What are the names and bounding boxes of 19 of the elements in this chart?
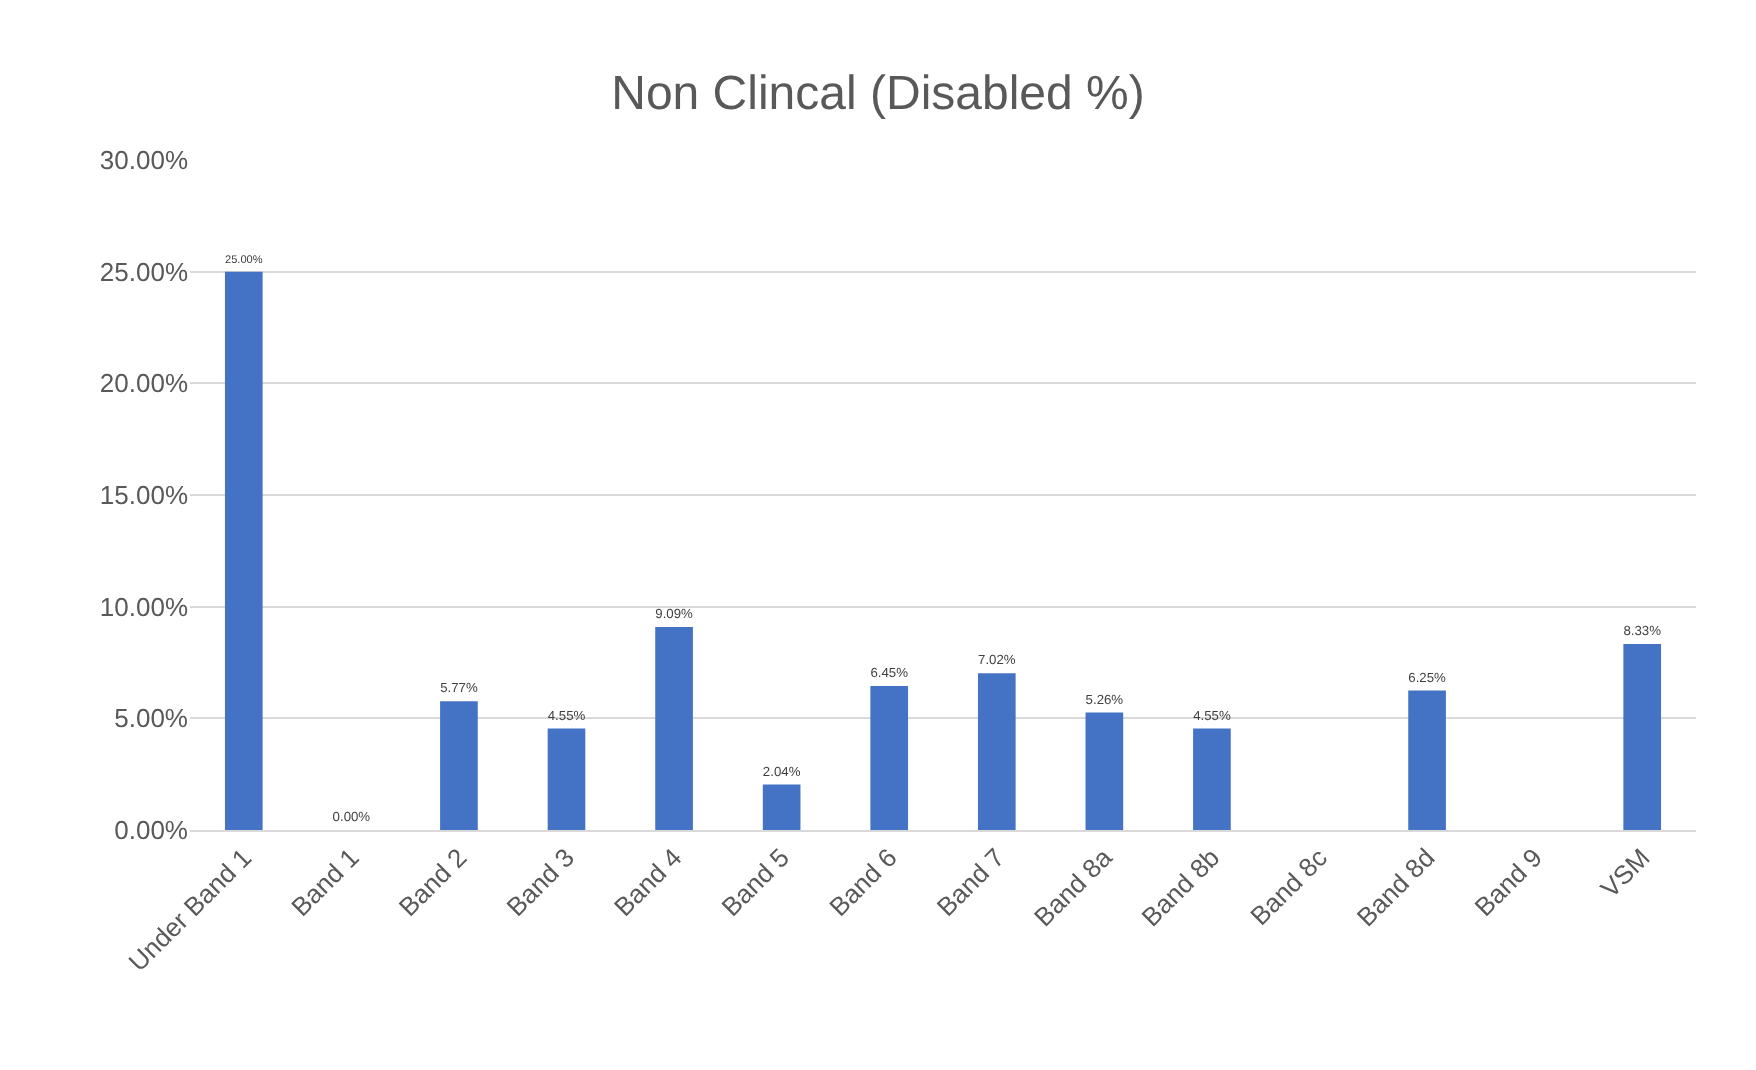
bar (870, 685, 909, 830)
bar (977, 673, 1016, 830)
bar (1623, 643, 1662, 830)
y-tick-label: 10.00% (99, 591, 189, 622)
y-tick-label: 30.00% (99, 145, 189, 176)
y-tick-label: 0.00% (114, 815, 189, 846)
bar (1408, 690, 1446, 830)
y-tick-label: 5.00% (114, 703, 189, 734)
y-tick-label: 25.00% (99, 256, 189, 287)
bar (762, 784, 801, 830)
bar (1193, 728, 1231, 830)
chart-title: Non Clincal (Disabled %) (611, 66, 1145, 121)
bar (440, 701, 478, 830)
y-tick-label: 20.00% (99, 368, 189, 399)
bar (1085, 712, 1124, 830)
y-tick-label: 15.00% (99, 480, 189, 511)
bar (655, 627, 693, 830)
bar (224, 271, 263, 830)
bar (547, 728, 586, 830)
